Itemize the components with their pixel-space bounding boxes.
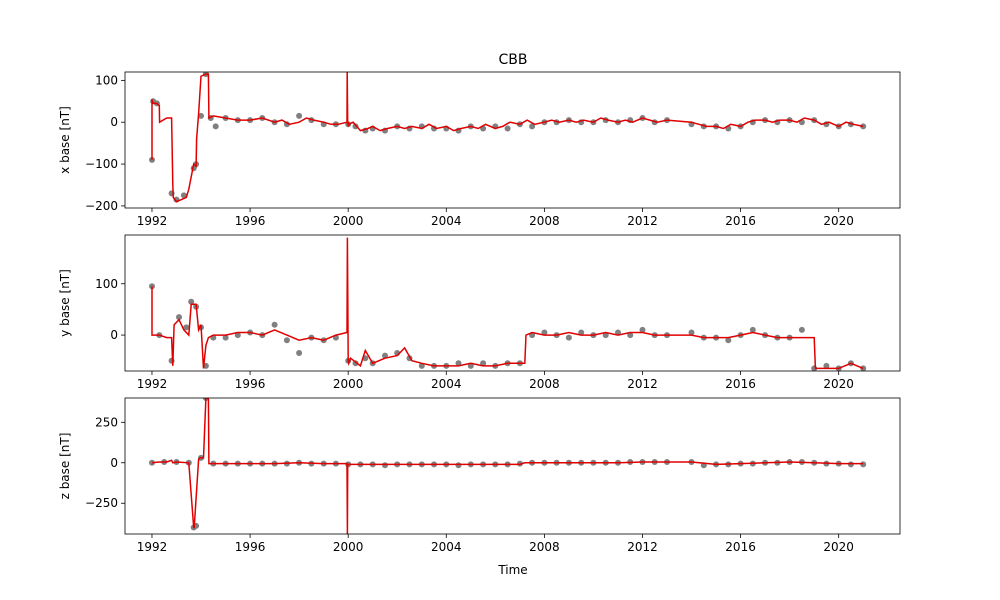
data-point — [180, 192, 187, 199]
x-axis-label: Time — [497, 563, 527, 577]
x-tick-label: 2008 — [529, 377, 560, 391]
data-point — [541, 329, 548, 336]
data-point — [176, 314, 182, 321]
data-point — [688, 329, 695, 336]
x-tick-label: 1996 — [235, 540, 266, 554]
y-axis-label: x base [nT] — [58, 106, 72, 174]
y-tick-label: 0 — [110, 328, 118, 342]
x-tick-label: 2020 — [823, 214, 854, 228]
chart-panel-1: 1992 1996 2000 2004 2008 2012 2016 2020 −200 −100… — [58, 71, 901, 228]
data-point — [529, 123, 536, 130]
axes-frame — [124, 71, 901, 209]
y-tick-label: 100 — [95, 73, 118, 87]
x-tick-label: 2004 — [431, 540, 462, 554]
x-tick-label: 2012 — [627, 540, 658, 554]
data-point — [578, 329, 585, 336]
y-axis-label: z base [nT] — [58, 433, 72, 500]
plot-area — [149, 72, 867, 203]
data-point — [480, 360, 487, 367]
plot-area — [149, 398, 867, 534]
data-point — [296, 112, 303, 119]
y-axis-label: y base [nT] — [58, 269, 72, 337]
data-point — [352, 123, 359, 130]
baseline-series-line — [151, 237, 864, 370]
figure-title: CBB — [499, 52, 528, 68]
x-tick-label: 2016 — [725, 214, 756, 228]
x-tick-label: 2008 — [529, 540, 560, 554]
y-tick-label: −100 — [85, 157, 118, 171]
x-tick-label: 2004 — [431, 214, 462, 228]
data-point — [188, 298, 195, 305]
data-point — [565, 334, 572, 341]
x-tick-label: 2016 — [725, 540, 756, 554]
data-point — [798, 326, 805, 333]
data-point — [467, 362, 474, 369]
x-tick-label: 2016 — [725, 377, 756, 391]
data-point — [212, 123, 219, 130]
x-tick-label: 1992 — [137, 377, 168, 391]
axes-frame — [124, 234, 901, 372]
y-tick-label: 100 — [95, 277, 118, 291]
data-point — [418, 362, 425, 369]
data-point — [198, 112, 204, 119]
y-tick-label: 250 — [95, 415, 118, 429]
data-point — [271, 321, 278, 328]
x-tick-label: 2004 — [431, 377, 462, 391]
y-tick-label: −250 — [85, 496, 118, 510]
x-tick-label: 1996 — [235, 377, 266, 391]
x-tick-label: 1996 — [235, 214, 266, 228]
axes-frame — [124, 397, 901, 535]
x-tick-label: 2000 — [333, 214, 364, 228]
data-point — [222, 334, 229, 341]
baseline-series-line — [151, 72, 864, 203]
baseline-series-line — [151, 398, 864, 534]
data-point — [823, 362, 830, 369]
data-point — [749, 326, 756, 333]
chart-panel-3: 1992 1996 2000 2004 2008 2012 2016 2020 −250 0 250… — [58, 397, 901, 554]
data-point — [725, 337, 732, 344]
data-point — [860, 461, 867, 468]
x-tick-label: 2008 — [529, 214, 560, 228]
data-point — [627, 332, 634, 339]
data-point — [382, 352, 388, 359]
data-point — [283, 337, 290, 344]
data-point — [504, 125, 511, 132]
x-tick-label: 2012 — [627, 214, 658, 228]
data-point — [602, 332, 609, 339]
x-tick-label: 2020 — [823, 540, 854, 554]
data-point — [296, 350, 303, 356]
y-tick-label: 0 — [110, 115, 118, 129]
data-point — [183, 324, 190, 331]
x-tick-label: 2000 — [333, 540, 364, 554]
data-point — [615, 329, 621, 336]
y-tick-label: −200 — [85, 199, 118, 213]
x-tick-label: 2020 — [823, 377, 854, 391]
y-tick-label: 0 — [110, 456, 118, 470]
x-tick-label: 2000 — [333, 377, 364, 391]
data-point — [455, 360, 462, 367]
x-tick-label: 2012 — [627, 377, 658, 391]
data-point — [382, 462, 388, 469]
data-point — [639, 326, 646, 333]
data-point — [455, 462, 462, 469]
data-point — [847, 461, 854, 468]
chart-panel-2: 1992 1996 2000 2004 2008 2012 2016 2020 0 100 y ba… — [58, 234, 901, 391]
plot-area — [149, 237, 867, 371]
data-point — [234, 332, 241, 339]
x-tick-label: 1992 — [137, 214, 168, 228]
x-tick-label: 1992 — [137, 540, 168, 554]
